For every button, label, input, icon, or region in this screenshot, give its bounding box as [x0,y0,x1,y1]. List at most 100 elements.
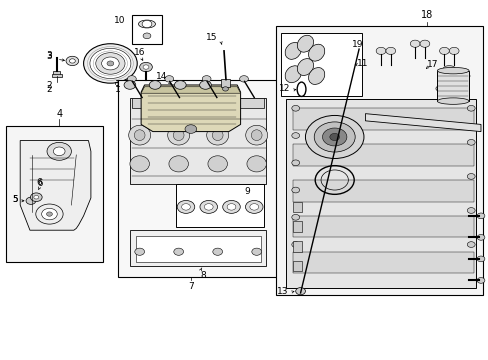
Ellipse shape [167,125,189,145]
Text: 5: 5 [12,195,18,204]
Circle shape [249,204,258,210]
Circle shape [96,53,125,74]
Circle shape [291,133,299,138]
Text: 15: 15 [206,33,217,42]
Ellipse shape [308,68,324,85]
Ellipse shape [251,130,262,140]
Circle shape [142,21,152,28]
Ellipse shape [212,130,223,140]
Bar [118,80,278,277]
Text: 6: 6 [37,178,42,187]
Circle shape [30,193,42,202]
Polygon shape [130,98,266,184]
Circle shape [36,204,63,224]
Circle shape [291,160,299,166]
Circle shape [199,81,211,89]
Text: 2: 2 [46,81,52,90]
Circle shape [291,215,299,220]
Ellipse shape [134,130,145,140]
Circle shape [127,76,136,82]
Circle shape [322,128,346,146]
Circle shape [439,47,448,54]
Circle shape [476,213,484,219]
Text: 4: 4 [56,109,62,119]
Ellipse shape [245,125,267,145]
Bar [132,15,161,44]
Circle shape [305,116,363,158]
Text: 3: 3 [46,52,52,61]
Text: 17: 17 [427,60,438,69]
Bar [293,202,302,212]
Bar [52,74,61,77]
Circle shape [181,204,190,210]
Text: 18: 18 [420,10,432,21]
Circle shape [467,105,474,111]
Polygon shape [293,144,473,166]
Circle shape [329,134,339,140]
Circle shape [467,208,474,213]
Text: 1: 1 [115,85,121,94]
Circle shape [200,201,217,213]
Text: 13: 13 [276,287,288,296]
Ellipse shape [308,44,324,61]
Text: 7: 7 [187,282,193,291]
Circle shape [291,187,299,193]
Text: 3: 3 [46,51,52,60]
Polygon shape [20,140,91,230]
Ellipse shape [442,66,454,72]
Circle shape [124,81,136,89]
Circle shape [222,201,240,213]
Ellipse shape [297,59,313,76]
Ellipse shape [168,156,188,172]
Bar [276,26,483,295]
Polygon shape [141,87,240,93]
Circle shape [385,47,395,54]
Circle shape [66,56,79,66]
Circle shape [239,76,248,82]
Circle shape [177,201,194,213]
Ellipse shape [207,156,227,172]
Text: 11: 11 [356,59,367,68]
Polygon shape [132,98,264,108]
Circle shape [409,40,419,47]
Text: 5: 5 [13,195,18,204]
Circle shape [143,33,151,39]
Polygon shape [436,71,468,101]
Ellipse shape [173,130,183,140]
Polygon shape [293,180,473,202]
Circle shape [226,204,235,210]
Ellipse shape [206,125,228,145]
Polygon shape [293,108,473,130]
Ellipse shape [449,89,462,95]
Polygon shape [365,114,480,132]
Circle shape [53,147,65,156]
Bar [281,33,361,96]
Ellipse shape [246,156,266,172]
Circle shape [202,76,211,82]
Circle shape [140,62,152,72]
Text: 14: 14 [156,72,167,81]
Text: 8: 8 [200,271,206,280]
Text: 2: 2 [46,85,52,94]
Polygon shape [136,235,260,262]
Circle shape [476,256,484,262]
Bar [53,71,60,76]
Circle shape [212,248,222,255]
Circle shape [173,248,183,255]
Circle shape [467,242,474,247]
Polygon shape [141,85,240,132]
Circle shape [419,40,429,47]
Circle shape [135,248,144,255]
Circle shape [83,44,137,83]
Bar [5,126,103,262]
Circle shape [174,81,186,89]
Circle shape [107,61,114,66]
Bar [293,261,302,271]
Bar [176,184,264,226]
Ellipse shape [138,20,155,28]
Circle shape [184,125,196,134]
Circle shape [149,81,161,89]
Circle shape [204,204,213,210]
Circle shape [90,48,131,78]
Circle shape [245,201,263,213]
